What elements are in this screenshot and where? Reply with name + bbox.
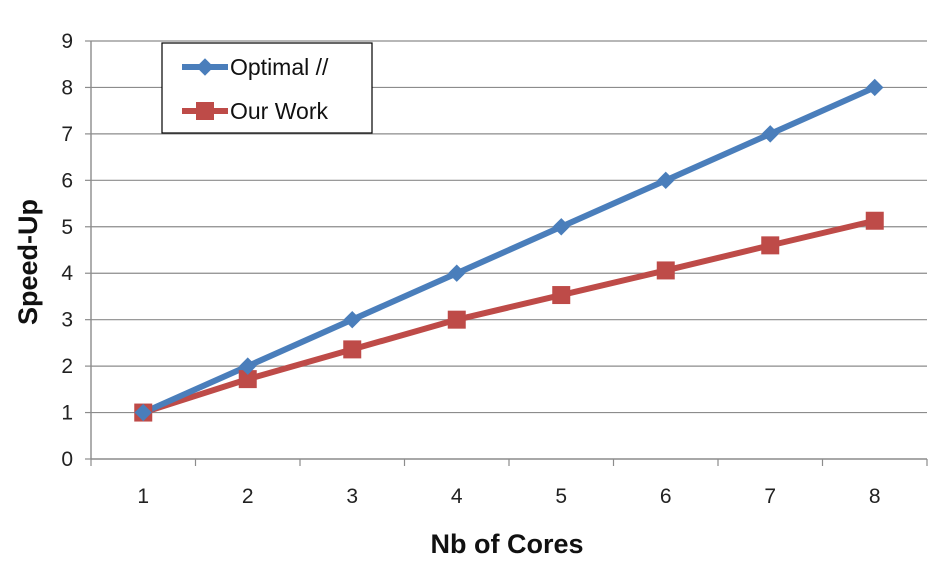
x-tick-label: 1 [137, 485, 149, 508]
optimal-point [866, 78, 884, 97]
our-work-point [552, 286, 571, 305]
legend-swatch-marker [196, 102, 214, 120]
our-work-point [656, 261, 675, 280]
y-tick-label: 8 [61, 76, 73, 99]
x-tick-label: 3 [346, 485, 358, 508]
y-tick-label: 4 [61, 262, 73, 285]
y-tick-label: 7 [61, 123, 73, 146]
axes [85, 40, 928, 466]
x-tick-label: 5 [555, 485, 567, 508]
legend-label: Optimal // [230, 54, 329, 80]
our-work-point [865, 211, 884, 230]
x-tick-label: 4 [451, 485, 463, 508]
series-lines [140, 84, 878, 416]
x-tick-label: 6 [660, 485, 672, 508]
x-tick-label: 2 [242, 485, 254, 508]
our-work-point [343, 340, 362, 359]
y-tick-label: 1 [61, 402, 73, 425]
y-tick-labels: 0 1 2 3 4 5 6 7 8 9 [61, 30, 73, 471]
optimal-point [552, 218, 570, 236]
y-axis-title: Speed-Up [13, 199, 43, 325]
y-tick-label: 3 [61, 309, 73, 332]
series-markers [134, 78, 884, 422]
y-tick-label: 0 [61, 448, 73, 471]
optimal-point [657, 171, 675, 190]
x-tick-label: 8 [869, 485, 881, 508]
our-work-point [761, 236, 780, 255]
gridlines [91, 40, 927, 414]
y-tick-label: 9 [61, 30, 73, 53]
optimal-point [761, 125, 779, 143]
x-tick-labels: 1 2 3 4 5 6 7 8 [137, 485, 880, 508]
optimal-point [448, 264, 466, 282]
x-tick-label: 7 [764, 485, 776, 508]
legend-label: Our Work [230, 98, 328, 124]
optimal-point [343, 310, 361, 329]
y-tick-label: 2 [61, 355, 73, 378]
x-axis-title: Nb of Cores [430, 529, 583, 559]
optimal-point [134, 403, 152, 422]
y-tick-label: 6 [61, 169, 73, 192]
optimal-point [239, 357, 257, 375]
our-work-point [447, 310, 466, 329]
legend: Optimal // Our Work [161, 42, 373, 134]
series-line-our-work [140, 217, 878, 416]
series-line-optimal [140, 84, 878, 416]
y-tick-label: 5 [61, 216, 73, 239]
legend-swatch-marker [196, 58, 214, 76]
